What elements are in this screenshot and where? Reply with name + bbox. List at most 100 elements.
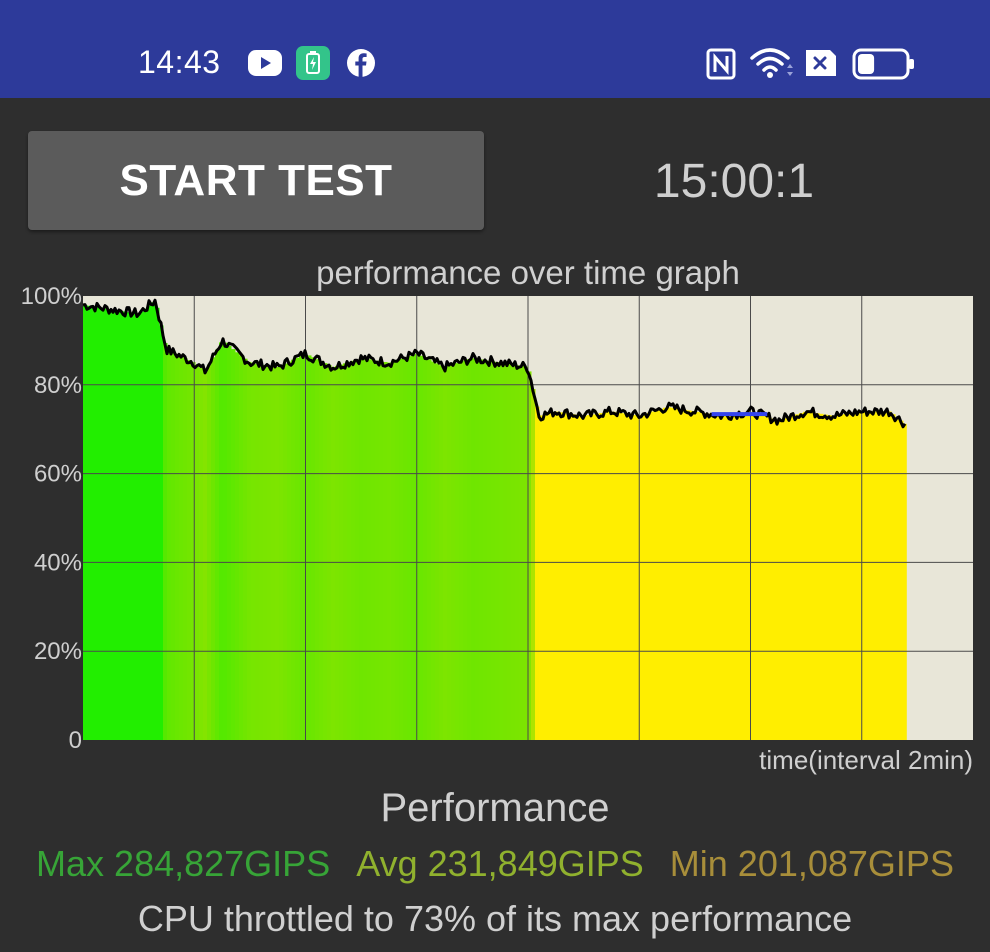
performance-bar <box>671 407 676 740</box>
performance-bar <box>479 359 484 740</box>
performance-bar <box>83 305 88 740</box>
performance-bar <box>399 358 404 740</box>
performance-bar <box>211 357 216 740</box>
performance-bar <box>355 359 360 740</box>
performance-bar <box>547 413 552 740</box>
performance-bar <box>755 413 760 740</box>
performance-bar <box>871 411 876 740</box>
performance-bar <box>343 363 348 740</box>
performance-bar <box>559 412 564 740</box>
performance-bar <box>563 412 568 740</box>
performance-bar <box>531 389 536 740</box>
performance-bar <box>435 363 440 740</box>
performance-bar <box>763 416 768 740</box>
performance-bar <box>675 408 680 740</box>
performance-bar <box>899 420 904 740</box>
performance-heading: Performance <box>380 786 610 830</box>
performance-bar <box>271 366 276 740</box>
performance-bar <box>259 364 264 740</box>
performance-bar <box>811 412 816 740</box>
performance-bar <box>111 309 116 740</box>
performance-bar <box>251 363 256 740</box>
timer-display: 15:00:1 <box>653 155 815 208</box>
performance-bar <box>495 362 500 740</box>
performance-bar <box>95 307 100 740</box>
no-sim-icon <box>806 50 836 76</box>
performance-bar <box>431 361 436 740</box>
performance-bar <box>447 365 452 740</box>
performance-bar <box>503 363 508 740</box>
performance-bar <box>691 411 696 740</box>
performance-bar <box>239 355 244 740</box>
performance-bar <box>779 419 784 740</box>
performance-bar <box>679 409 684 740</box>
performance-bar <box>623 413 628 740</box>
performance-bar <box>411 354 416 740</box>
performance-bar <box>455 363 460 740</box>
performance-bar <box>167 350 172 740</box>
performance-bar <box>159 325 164 740</box>
performance-bar <box>739 413 744 740</box>
performance-bar <box>291 359 296 740</box>
performance-bar <box>587 415 592 740</box>
performance-bar <box>703 413 708 740</box>
performance-bar <box>315 359 320 740</box>
performance-bar <box>599 413 604 740</box>
battery-icon <box>852 48 914 80</box>
performance-bar <box>215 349 220 740</box>
performance-bar <box>463 360 468 740</box>
performance-bar <box>651 411 656 740</box>
performance-bar <box>579 415 584 740</box>
performance-bar <box>139 311 144 740</box>
performance-bar <box>299 355 304 740</box>
performance-bar <box>143 308 148 740</box>
performance-bar <box>395 360 400 740</box>
performance-bar <box>191 362 196 740</box>
performance-bar <box>595 413 600 740</box>
start-test-button[interactable]: START TEST <box>28 131 484 230</box>
performance-bar <box>403 357 408 740</box>
performance-bar <box>419 355 424 740</box>
performance-bar <box>555 411 560 740</box>
performance-bar <box>507 364 512 740</box>
performance-bar <box>543 414 548 740</box>
performance-bar <box>699 412 704 740</box>
performance-bar <box>647 412 652 740</box>
performance-bar <box>751 412 756 740</box>
performance-bar <box>655 410 660 740</box>
y-tick-label: 60% <box>34 461 82 488</box>
performance-bar <box>207 364 212 740</box>
performance-bar <box>611 411 616 740</box>
performance-bar <box>263 365 268 740</box>
performance-line <box>82 298 907 429</box>
performance-bar <box>627 414 632 740</box>
x-axis-label: time(interval 2min) <box>759 745 973 775</box>
performance-bar <box>847 413 852 740</box>
performance-bar <box>359 358 364 740</box>
performance-bar <box>367 359 372 740</box>
performance-bar <box>695 411 700 740</box>
performance-chart: 0 20% 40% 60% 80% 100% <box>21 283 973 750</box>
performance-bar <box>571 414 576 740</box>
performance-bar <box>147 305 152 740</box>
performance-bar <box>879 411 884 740</box>
performance-bar <box>603 412 608 740</box>
performance-bar <box>87 305 92 740</box>
performance-bar <box>843 414 848 740</box>
performance-bar <box>719 415 724 740</box>
performance-bar <box>535 406 540 740</box>
y-tick-label: 20% <box>34 638 82 665</box>
performance-bar <box>575 414 580 740</box>
performance-bar <box>539 415 544 740</box>
performance-bar <box>819 413 824 740</box>
performance-bar <box>327 365 332 740</box>
avg-performance: Avg 231,849GIPS <box>356 843 644 884</box>
performance-bar <box>735 413 740 740</box>
performance-bar <box>255 363 260 740</box>
performance-bar <box>619 413 624 740</box>
performance-bar <box>799 413 804 740</box>
performance-bar <box>591 414 596 740</box>
y-tick-label: 0 <box>69 727 82 750</box>
performance-bar <box>483 360 488 740</box>
performance-bar <box>487 360 492 740</box>
